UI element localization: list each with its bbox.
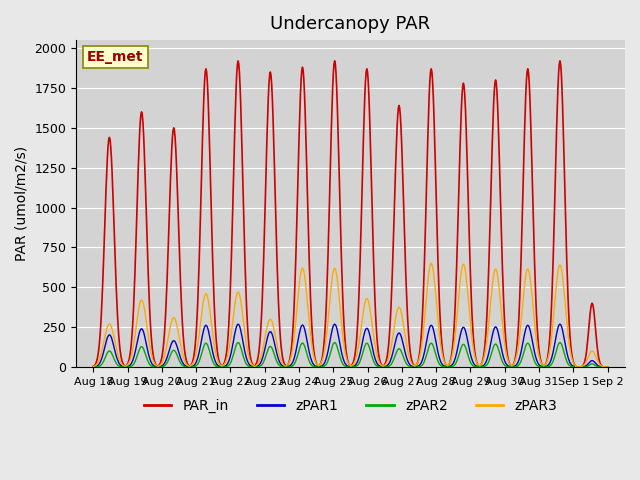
zPAR2: [271, 352, 278, 358]
zPAR3: [90, 364, 97, 370]
PAR_in: [404, 317, 412, 323]
zPAR2: [245, 363, 253, 369]
zPAR2: [433, 354, 440, 360]
Line: zPAR1: zPAR1: [93, 324, 607, 367]
PAR_in: [290, 311, 298, 316]
PAR_in: [433, 209, 440, 215]
Line: zPAR2: zPAR2: [93, 343, 607, 367]
zPAR1: [245, 361, 253, 367]
zPAR1: [150, 363, 157, 369]
zPAR1: [271, 340, 278, 346]
zPAR1: [234, 321, 242, 327]
zPAR1: [433, 342, 440, 348]
Legend: PAR_in, zPAR1, zPAR2, zPAR3: PAR_in, zPAR1, zPAR2, zPAR3: [138, 394, 563, 419]
zPAR1: [290, 357, 298, 362]
zPAR3: [572, 364, 580, 370]
Text: EE_met: EE_met: [87, 50, 143, 64]
zPAR1: [404, 358, 412, 364]
PAR_in: [150, 355, 157, 360]
PAR_in: [245, 342, 253, 348]
zPAR1: [604, 364, 611, 370]
PAR_in: [604, 364, 611, 370]
Title: Undercanopy PAR: Undercanopy PAR: [270, 15, 431, 33]
zPAR3: [244, 351, 252, 357]
Line: PAR_in: PAR_in: [93, 61, 607, 367]
zPAR1: [572, 364, 580, 370]
zPAR3: [289, 343, 297, 348]
zPAR3: [604, 364, 611, 370]
zPAR2: [90, 364, 97, 370]
zPAR2: [404, 362, 412, 368]
PAR_in: [234, 58, 242, 64]
zPAR2: [290, 362, 298, 368]
zPAR3: [270, 325, 278, 331]
PAR_in: [572, 364, 580, 370]
zPAR1: [90, 364, 97, 370]
Line: zPAR3: zPAR3: [93, 264, 607, 367]
PAR_in: [90, 363, 97, 369]
zPAR3: [433, 301, 440, 307]
zPAR3: [150, 359, 157, 365]
zPAR3: [428, 261, 435, 266]
zPAR2: [572, 364, 580, 370]
Y-axis label: PAR (umol/m2/s): PAR (umol/m2/s): [15, 146, 29, 261]
zPAR2: [234, 340, 242, 346]
zPAR3: [403, 345, 411, 350]
zPAR2: [604, 364, 611, 370]
zPAR2: [150, 364, 157, 370]
PAR_in: [271, 160, 278, 166]
